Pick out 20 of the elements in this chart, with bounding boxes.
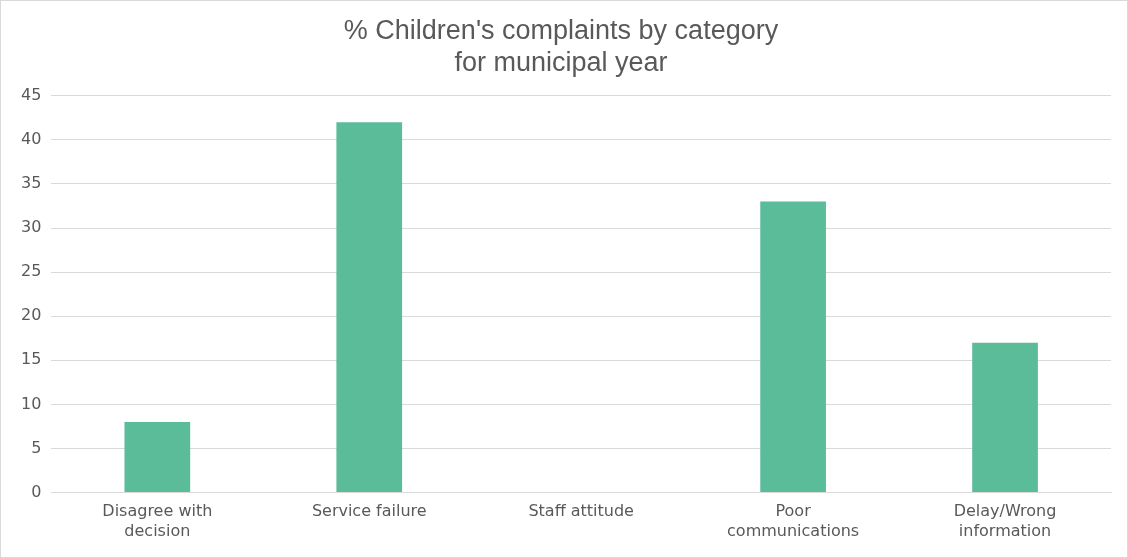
y-tick-label: 10 — [21, 393, 42, 413]
y-tick-label: 45 — [21, 84, 42, 104]
bar — [336, 122, 403, 493]
y-tick-label: 25 — [21, 261, 42, 281]
bar — [124, 422, 191, 493]
y-tick-label: 30 — [21, 217, 42, 237]
x-tick-label: Disagree with decision — [102, 501, 213, 540]
y-tick-label: 0 — [31, 481, 42, 501]
x-tick-label: Service failure — [311, 501, 427, 521]
bar — [760, 201, 826, 493]
y-tick-label: 40 — [21, 129, 42, 149]
chart-title: % Children's complaints by category for municipal year — [343, 14, 779, 78]
x-tick-label: Poor communications — [727, 501, 860, 540]
bar — [972, 342, 1038, 493]
y-tick-label: 35 — [21, 173, 42, 193]
x-tick-label: Delay/Wrong information — [953, 501, 1057, 540]
x-tick-label: Staff attitude — [528, 501, 634, 521]
y-tick-label: 20 — [21, 305, 42, 325]
y-tick-label: 15 — [21, 349, 42, 369]
y-tick-label: 5 — [31, 437, 42, 457]
